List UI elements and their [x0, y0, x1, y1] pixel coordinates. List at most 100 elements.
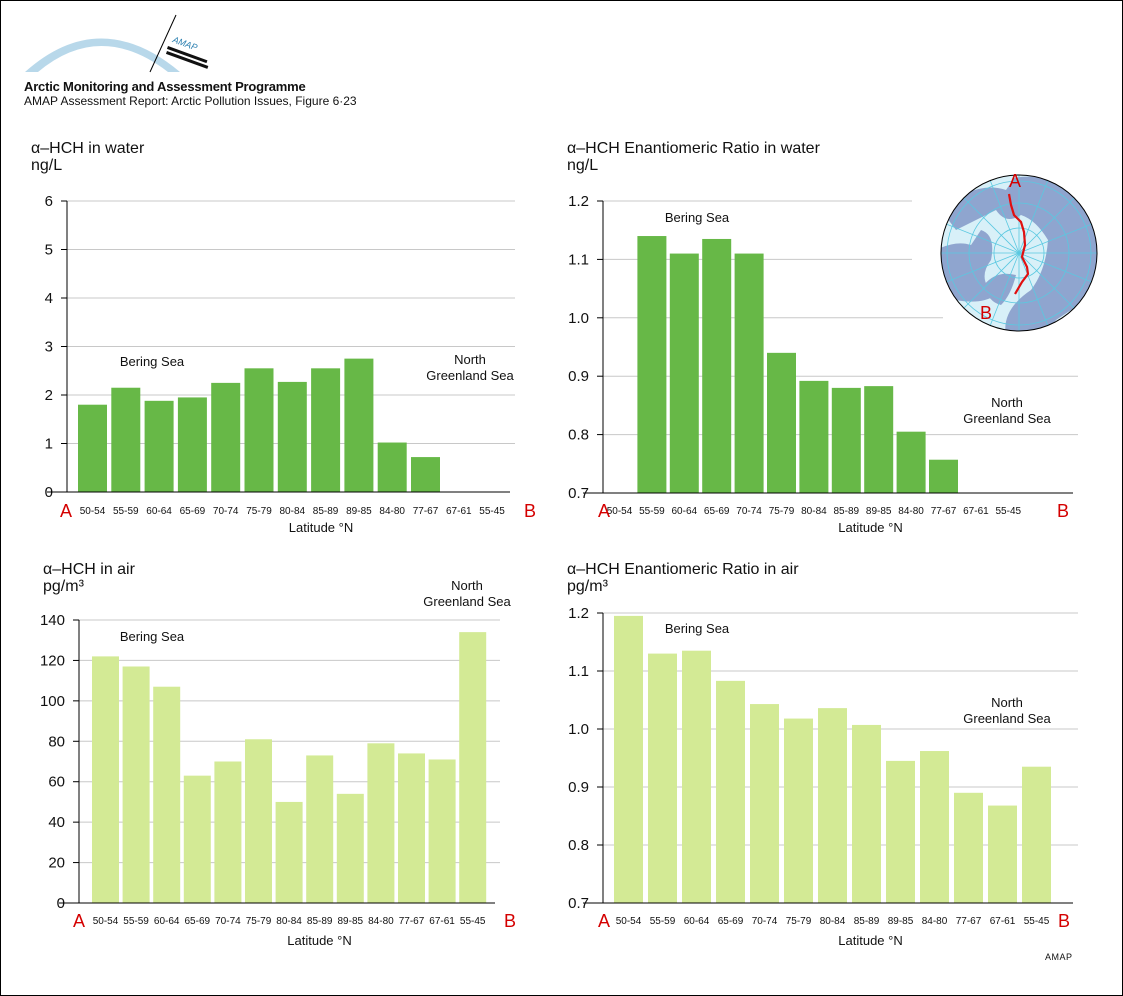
x-tick-label: 85-89 [313, 506, 339, 517]
report-title: AMAP Assessment Report: Arctic Pollution… [24, 94, 357, 108]
bar-55-59 [122, 666, 150, 903]
x-tick-label: 85-89 [307, 916, 333, 927]
bar-50-54 [92, 656, 119, 903]
bar-75-79 [245, 739, 272, 903]
y-axis-unit: pg/m³ [567, 578, 609, 595]
annotation-bering-sea: Bering Sea [120, 354, 185, 369]
x-tick-label: 67-61 [429, 916, 455, 927]
logo-stripe [166, 45, 208, 64]
bar-75-79 [784, 718, 813, 903]
x-tick-label: 84-80 [922, 916, 948, 927]
x-tick-label: 77-67 [931, 506, 957, 517]
bar-77-67 [398, 753, 425, 903]
chart-title: α–HCH in water [31, 140, 145, 157]
endpoint-label-b: B [524, 501, 536, 521]
annotation-north-greenland-sea: North [451, 578, 483, 593]
y-axis-unit: pg/m³ [43, 578, 85, 595]
bar-70-74 [750, 704, 779, 903]
map-label-a: A [1009, 171, 1021, 191]
chart-hch-air: α–HCH in airpg/m³02040608010012014050-54… [40, 561, 516, 948]
map-meridians [941, 175, 1097, 331]
x-tick-label: 77-67 [399, 916, 425, 927]
x-tick-label: 55-45 [479, 506, 505, 517]
bar-60-64 [682, 650, 711, 903]
x-tick-label: 75-79 [246, 506, 272, 517]
x-tick-label: 55-59 [113, 506, 139, 517]
x-axis-label: Latitude °N [287, 933, 351, 948]
y-tick-label: 120 [40, 652, 65, 669]
bar-89-85 [336, 793, 364, 903]
x-tick-label: 84-80 [898, 506, 924, 517]
annotation-north-greenland-sea: Greenland Sea [963, 711, 1051, 726]
x-axis-label: Latitude °N [289, 520, 353, 535]
x-tick-label: 55-59 [123, 916, 149, 927]
endpoint-label-b: B [1058, 911, 1070, 931]
bar-60-64 [153, 686, 181, 903]
bar-85-89 [831, 387, 861, 493]
annotation-north-greenland-sea: Greenland Sea [426, 368, 514, 383]
organization-name: Arctic Monitoring and Assessment Program… [24, 79, 306, 94]
bar-77-67 [929, 459, 958, 493]
x-tick-label: 80-84 [276, 916, 302, 927]
amap-logo: AMAP [25, 14, 209, 73]
x-tick-label: 60-64 [684, 916, 710, 927]
y-tick-label: 0.7 [568, 895, 589, 912]
bar-70-74 [214, 761, 242, 903]
x-tick-label: 67-61 [963, 506, 989, 517]
endpoint-label-a: A [73, 911, 85, 931]
y-tick-label: 0.7 [568, 485, 589, 502]
annotation-north-greenland-sea: Greenland Sea [423, 594, 511, 609]
cruise-track [1007, 193, 1030, 295]
annotation-bering-sea: Bering Sea [665, 621, 730, 636]
x-tick-label: 65-69 [718, 916, 744, 927]
x-tick-label: 75-79 [246, 916, 272, 927]
x-tick-label: 67-61 [446, 506, 472, 517]
y-tick-label: 5 [45, 242, 53, 259]
annotation-north-greenland-sea: Greenland Sea [963, 411, 1051, 426]
bar-65-69 [716, 680, 745, 903]
x-tick-label: 89-85 [338, 916, 364, 927]
x-tick-label: 80-84 [820, 916, 846, 927]
y-tick-label: 2 [45, 387, 53, 404]
bar-65-69 [183, 775, 211, 903]
bar-55-59 [637, 236, 667, 493]
bar-60-64 [144, 400, 174, 492]
bar-80-84 [275, 801, 303, 903]
x-tick-label: 65-69 [704, 506, 730, 517]
x-tick-label: 80-84 [280, 506, 306, 517]
x-tick-label: 77-67 [413, 506, 439, 517]
x-tick-label: 55-59 [639, 506, 665, 517]
bar-55-59 [111, 387, 141, 492]
logo-stripe [165, 51, 209, 69]
x-tick-label: 70-74 [215, 916, 241, 927]
map-land-america [941, 230, 996, 302]
endpoint-label-a: A [60, 501, 72, 521]
map-label-b: B [980, 303, 992, 323]
x-tick-label: 85-89 [854, 916, 880, 927]
y-tick-label: 100 [40, 693, 65, 710]
endpoint-label-b: B [504, 911, 516, 931]
annotation-north-greenland-sea: North [991, 395, 1023, 410]
x-tick-label: 50-54 [616, 916, 642, 927]
x-tick-label: 70-74 [213, 506, 239, 517]
bar-84-80 [896, 431, 926, 493]
y-tick-label: 140 [40, 612, 65, 629]
logo-arc [25, 38, 180, 72]
annotation-bering-sea: Bering Sea [665, 210, 730, 225]
bar-55-59 [648, 653, 677, 903]
x-tick-label: 89-85 [866, 506, 892, 517]
chart-title: α–HCH Enantiomeric Ratio in water [567, 140, 821, 157]
bar-77-67 [411, 457, 440, 492]
annotation-bering-sea: Bering Sea [120, 629, 185, 644]
bar-84-80 [377, 442, 407, 492]
x-tick-label: 55-45 [1024, 916, 1050, 927]
endpoint-label-b: B [1057, 501, 1069, 521]
bar-70-74 [211, 382, 241, 492]
map-border [940, 174, 1098, 332]
bar-50-54 [78, 404, 107, 492]
y-tick-label: 0.8 [568, 837, 589, 854]
y-tick-label: 3 [45, 339, 53, 356]
bar-77-67 [954, 792, 983, 903]
bar-70-74 [734, 253, 764, 493]
